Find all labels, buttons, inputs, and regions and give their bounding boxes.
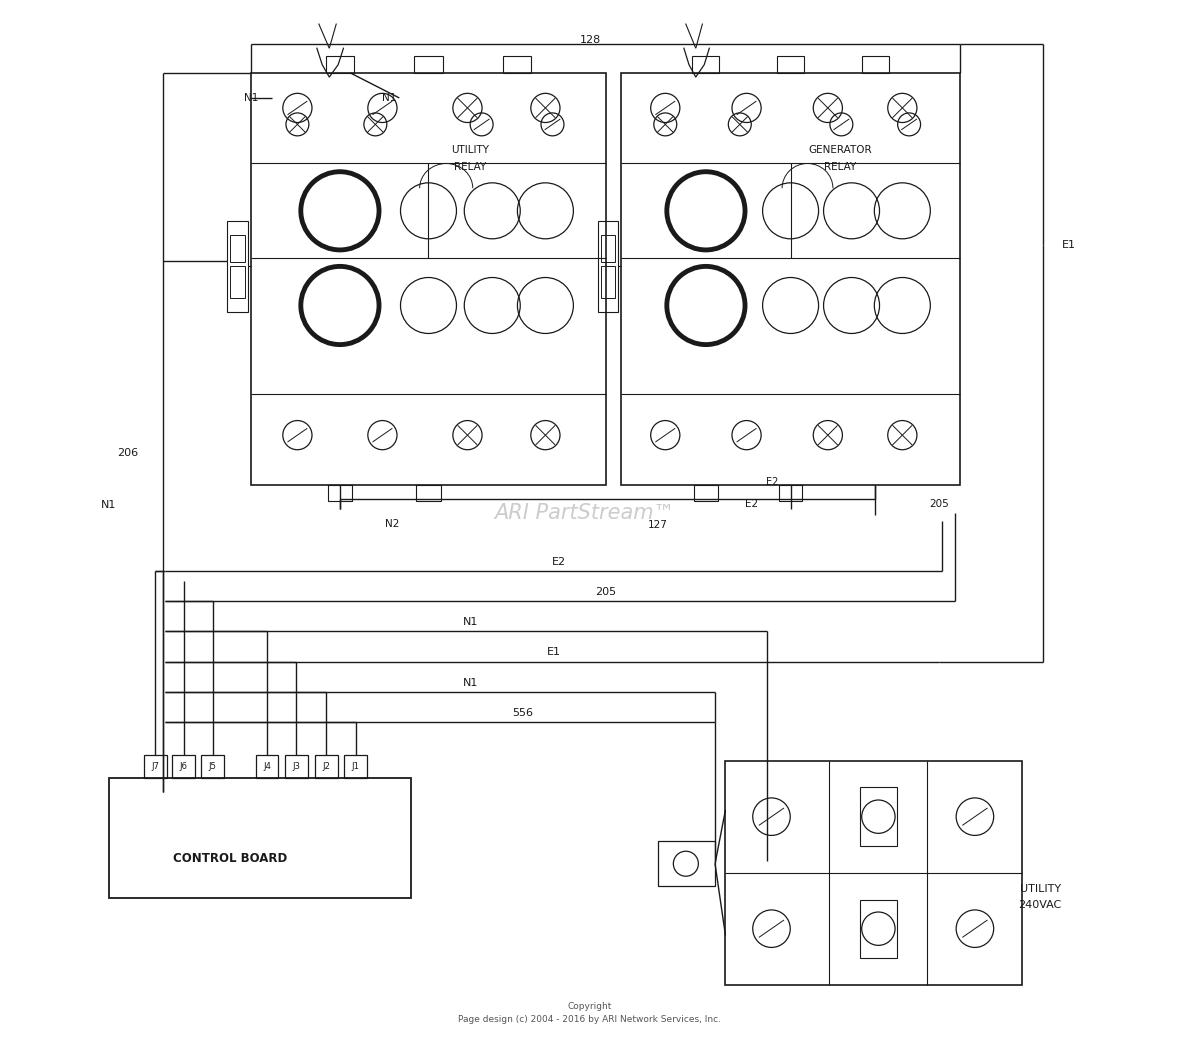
- Text: UTILITY: UTILITY: [1020, 884, 1061, 894]
- Bar: [778, 56, 804, 73]
- Bar: [202, 755, 224, 778]
- Bar: [326, 56, 354, 73]
- Bar: [597, 221, 618, 312]
- Text: UTILITY: UTILITY: [451, 145, 490, 155]
- Bar: [251, 73, 605, 485]
- Text: 128: 128: [579, 34, 601, 45]
- Text: Copyright
Page design (c) 2004 - 2016 by ARI Network Services, Inc.: Copyright Page design (c) 2004 - 2016 by…: [459, 1002, 721, 1023]
- Text: E1: E1: [1062, 240, 1076, 250]
- Bar: [328, 485, 353, 501]
- Text: 127: 127: [648, 520, 668, 530]
- Bar: [693, 56, 720, 73]
- Text: RELAY: RELAY: [824, 162, 857, 172]
- Bar: [345, 755, 367, 778]
- Bar: [860, 899, 897, 958]
- Bar: [503, 56, 531, 73]
- Bar: [861, 56, 889, 73]
- Text: J5: J5: [209, 763, 217, 771]
- Bar: [779, 485, 802, 501]
- Text: J1: J1: [352, 763, 360, 771]
- Bar: [694, 485, 717, 501]
- Text: CONTROL BOARD: CONTROL BOARD: [173, 852, 288, 865]
- Bar: [109, 778, 411, 898]
- Text: N1: N1: [381, 93, 396, 103]
- Bar: [417, 485, 441, 501]
- Bar: [621, 73, 959, 485]
- Text: ARI PartStream™: ARI PartStream™: [494, 502, 675, 523]
- Text: J6: J6: [179, 763, 188, 771]
- Bar: [256, 755, 278, 778]
- Text: 206: 206: [117, 448, 138, 458]
- Text: E1: E1: [546, 647, 560, 658]
- Bar: [315, 755, 337, 778]
- Text: 556: 556: [512, 708, 532, 718]
- Bar: [414, 56, 442, 73]
- Text: 240VAC: 240VAC: [1018, 900, 1062, 911]
- Text: N1: N1: [244, 93, 258, 103]
- Text: RELAY: RELAY: [454, 162, 486, 172]
- Text: J7: J7: [151, 763, 159, 771]
- Bar: [284, 755, 308, 778]
- Text: E2: E2: [745, 499, 758, 510]
- Text: N1: N1: [463, 677, 478, 688]
- Text: GENERATOR: GENERATOR: [808, 145, 872, 155]
- Text: N1: N1: [463, 617, 478, 627]
- Bar: [601, 267, 615, 298]
- Text: N1: N1: [100, 500, 116, 511]
- Text: 205: 205: [595, 587, 616, 597]
- Bar: [172, 755, 195, 778]
- Bar: [230, 234, 244, 262]
- Bar: [230, 267, 244, 298]
- Text: N2: N2: [385, 519, 399, 529]
- Text: J2: J2: [322, 763, 330, 771]
- Bar: [144, 755, 166, 778]
- Bar: [601, 234, 615, 262]
- Text: 205: 205: [929, 499, 949, 510]
- Bar: [860, 788, 897, 846]
- Bar: [657, 841, 715, 886]
- Text: J4: J4: [263, 763, 271, 771]
- Text: E2: E2: [766, 477, 779, 488]
- Bar: [227, 221, 248, 312]
- Text: J3: J3: [293, 763, 300, 771]
- Text: E2: E2: [552, 556, 565, 567]
- Bar: [726, 761, 1022, 985]
